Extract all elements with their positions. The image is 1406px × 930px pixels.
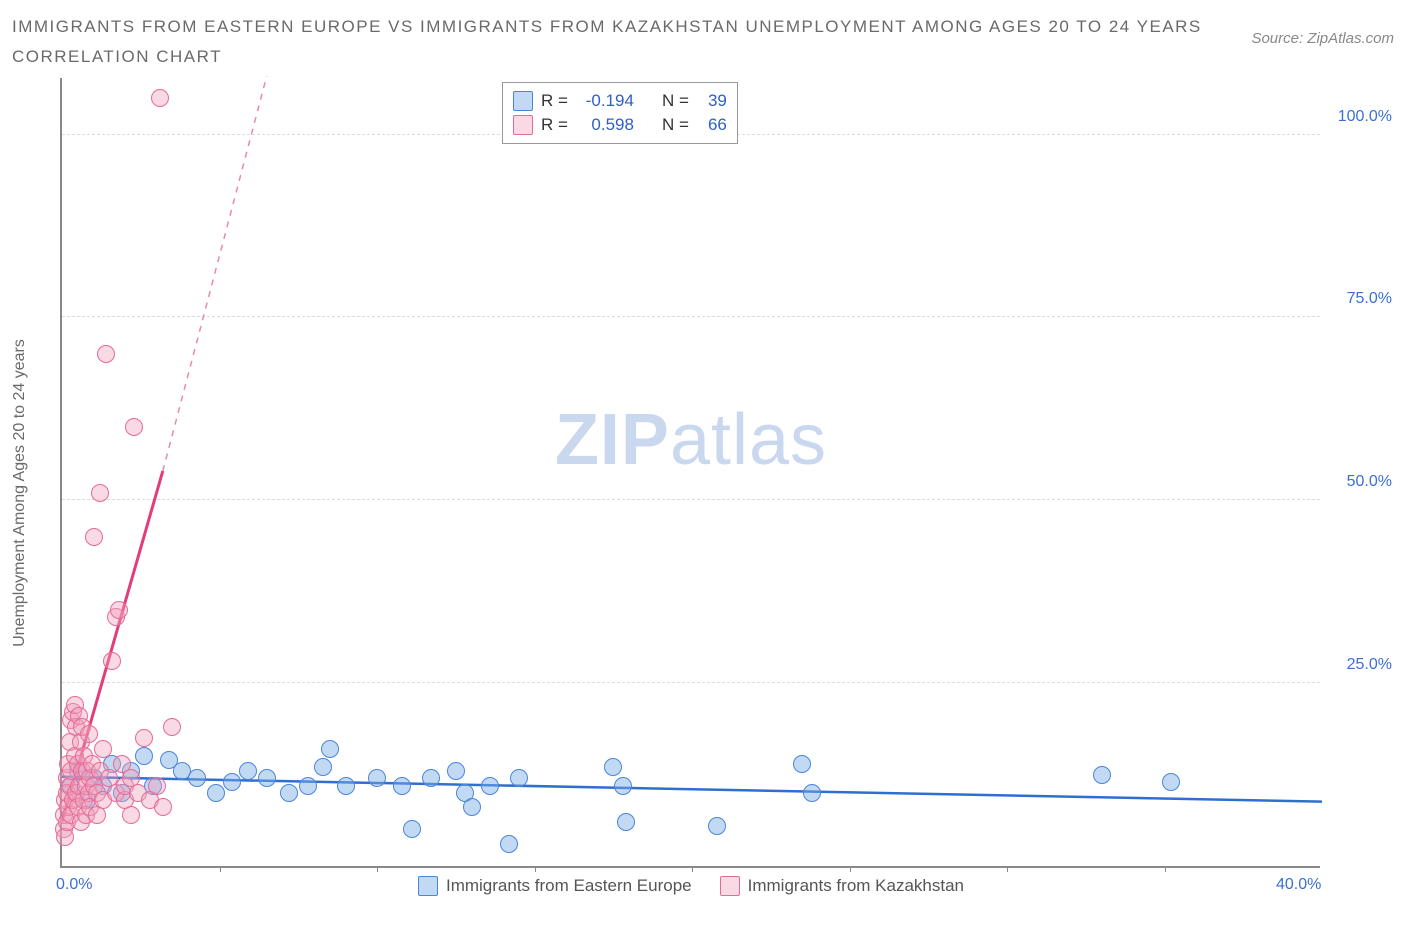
legend-swatch [720, 876, 740, 896]
data-point [1093, 766, 1111, 784]
data-point [500, 835, 518, 853]
data-point [94, 740, 112, 758]
y-tick-label: 50.0% [1328, 473, 1392, 491]
data-point [97, 345, 115, 363]
data-point [617, 813, 635, 831]
x-tick-mark [1165, 866, 1166, 872]
data-point [207, 784, 225, 802]
correlation-legend: R = -0.194 N = 39 R = 0.598 N = 66 [502, 82, 738, 144]
plot-area: ZIPatlas 25.0%50.0%75.0%100.0%0.0%40.0%R… [60, 78, 1320, 868]
data-point [125, 418, 143, 436]
data-point [463, 798, 481, 816]
data-point [481, 777, 499, 795]
data-point [91, 484, 109, 502]
data-point [299, 777, 317, 795]
x-tick-mark [377, 866, 378, 872]
chart-container: Unemployment Among Ages 20 to 24 years Z… [12, 78, 1392, 908]
data-point [510, 769, 528, 787]
x-tick-mark [850, 866, 851, 872]
data-point [1162, 773, 1180, 791]
x-tick-mark [535, 866, 536, 872]
data-point [614, 777, 632, 795]
title-line2: CORRELATION CHART [12, 47, 222, 66]
data-point [135, 729, 153, 747]
series-legend: Immigrants from Eastern Europe Immigrants… [62, 876, 1320, 896]
data-point [163, 718, 181, 736]
legend-n-value: 39 [697, 89, 727, 113]
data-point [604, 758, 622, 776]
x-tick-mark [692, 866, 693, 872]
watermark-bold: ZIP [555, 400, 670, 480]
gridline [62, 316, 1320, 317]
chart-title: IMMIGRANTS FROM EASTERN EUROPE VS IMMIGR… [12, 12, 1202, 72]
y-axis-label: Unemployment Among Ages 20 to 24 years [11, 339, 29, 647]
legend-r-value: 0.598 [576, 113, 634, 137]
data-point [80, 725, 98, 743]
legend-n-label: N = [662, 113, 689, 137]
data-point [403, 820, 421, 838]
legend-r-label: R = [541, 89, 568, 113]
data-point [122, 806, 140, 824]
legend-r-label: R = [541, 113, 568, 137]
data-point [223, 773, 241, 791]
y-tick-label: 75.0% [1328, 290, 1392, 308]
series-legend-label: Immigrants from Eastern Europe [446, 876, 692, 896]
data-point [708, 817, 726, 835]
data-point [188, 769, 206, 787]
y-tick-label: 25.0% [1328, 656, 1392, 674]
gridline [62, 682, 1320, 683]
header-row: IMMIGRANTS FROM EASTERN EUROPE VS IMMIGR… [12, 12, 1394, 72]
data-point [110, 601, 128, 619]
data-point [135, 747, 153, 765]
x-tick-mark [220, 866, 221, 872]
data-point [280, 784, 298, 802]
y-tick-label: 100.0% [1328, 108, 1392, 126]
watermark: ZIPatlas [555, 399, 827, 481]
x-tick-mark [1007, 866, 1008, 872]
data-point [148, 777, 166, 795]
data-point [368, 769, 386, 787]
data-point [314, 758, 332, 776]
watermark-light: atlas [670, 400, 827, 480]
legend-n-label: N = [662, 89, 689, 113]
legend-row: R = 0.598 N = 66 [513, 113, 727, 137]
gridline [62, 499, 1320, 500]
data-point [803, 784, 821, 802]
legend-swatch [418, 876, 438, 896]
series-legend-item: Immigrants from Eastern Europe [418, 876, 692, 896]
series-legend-item: Immigrants from Kazakhstan [720, 876, 964, 896]
legend-row: R = -0.194 N = 39 [513, 89, 727, 113]
data-point [393, 777, 411, 795]
title-line1: IMMIGRANTS FROM EASTERN EUROPE VS IMMIGR… [12, 17, 1202, 36]
legend-swatch [513, 115, 533, 135]
data-point [337, 777, 355, 795]
data-point [151, 89, 169, 107]
data-point [154, 798, 172, 816]
series-legend-label: Immigrants from Kazakhstan [748, 876, 964, 896]
legend-swatch [513, 91, 533, 111]
data-point [321, 740, 339, 758]
data-point [447, 762, 465, 780]
legend-n-value: 66 [697, 113, 727, 137]
legend-r-value: -0.194 [576, 89, 634, 113]
data-point [103, 652, 121, 670]
trend-overlay [62, 76, 1322, 866]
data-point [239, 762, 257, 780]
data-point [793, 755, 811, 773]
source-label: Source: ZipAtlas.com [1251, 12, 1394, 47]
data-point [85, 528, 103, 546]
data-point [258, 769, 276, 787]
data-point [422, 769, 440, 787]
